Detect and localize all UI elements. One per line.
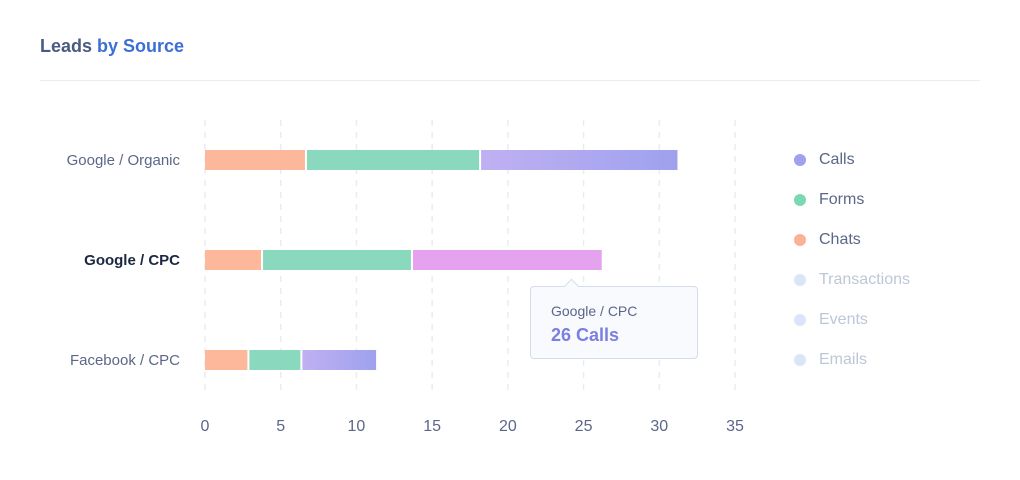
legend-item-transactions[interactable]: Transactions	[794, 260, 910, 300]
category-label: Facebook / CPC	[70, 352, 180, 369]
x-tick-label: 20	[499, 418, 517, 435]
x-tick-label: 30	[650, 418, 668, 435]
legend-item-emails[interactable]: Emails	[794, 340, 910, 380]
category-label: Google / Organic	[67, 152, 181, 169]
chart-tooltip: Google / CPC 26 Calls	[530, 286, 698, 359]
x-tick-label: 25	[575, 418, 593, 435]
legend-dot-icon	[794, 154, 806, 166]
chart-title: Leads by Source	[40, 36, 184, 57]
x-tick-label: 35	[726, 418, 744, 435]
legend-label: Forms	[819, 191, 865, 208]
x-tick-label: 5	[276, 418, 285, 435]
category-label: Google / CPC	[84, 252, 180, 269]
legend-dot-icon	[794, 354, 806, 366]
legend-item-events[interactable]: Events	[794, 300, 910, 340]
bar-calls	[481, 150, 678, 170]
legend-dot-icon	[794, 314, 806, 326]
legend-item-forms[interactable]: Forms	[794, 180, 910, 220]
x-tick-label: 15	[423, 418, 441, 435]
title-part-leads: Leads	[40, 36, 98, 56]
legend-label: Events	[819, 311, 868, 328]
bar-chats	[205, 250, 262, 270]
legend-label: Emails	[819, 351, 868, 368]
legend-label: Calls	[819, 151, 855, 168]
bar-calls	[302, 350, 377, 370]
header-divider	[40, 80, 980, 81]
x-tick-label: 10	[348, 418, 366, 435]
leads-bar-chart: 0 5 10 15 20 25 30 35 Google / Organic Google / C…	[67, 120, 744, 435]
bar-forms	[263, 250, 411, 270]
title-part-by-source: by Source	[97, 36, 185, 56]
legend-dot-icon	[794, 234, 806, 246]
x-tick-label: 0	[201, 418, 210, 435]
legend-dot-icon	[794, 194, 806, 206]
legend-dot-icon	[794, 274, 806, 286]
bar-forms	[249, 350, 301, 370]
legend-label: Chats	[819, 231, 861, 248]
bar-chats	[205, 350, 248, 370]
legend-item-chats[interactable]: Chats	[794, 220, 910, 260]
legend-label: Transactions	[819, 271, 910, 288]
legend-item-calls[interactable]: Calls	[794, 140, 910, 180]
chart-legend: Calls Forms Chats Transactions Events Emails	[794, 150, 910, 390]
tooltip-value: 26 Calls	[551, 325, 620, 345]
bar-forms	[306, 150, 480, 170]
bar-calls	[412, 250, 602, 270]
tooltip-label: Google / CPC	[551, 303, 638, 319]
bar-chats	[205, 150, 305, 170]
